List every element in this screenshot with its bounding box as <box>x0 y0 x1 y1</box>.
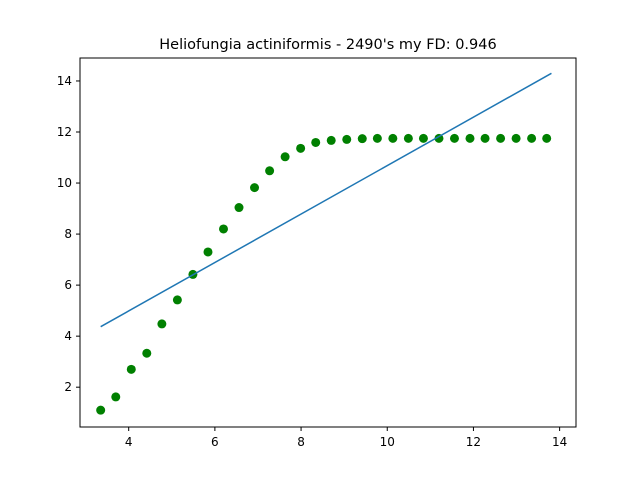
data-point <box>203 247 213 257</box>
data-point <box>250 183 260 193</box>
data-point <box>357 134 367 144</box>
data-point <box>172 295 182 305</box>
data-point <box>142 348 152 358</box>
data-point <box>418 133 428 143</box>
x-tick-label: 14 <box>552 435 567 449</box>
data-point <box>265 166 275 176</box>
data-point <box>342 134 352 144</box>
data-point <box>496 133 506 143</box>
data-point <box>372 133 382 143</box>
data-point <box>527 133 537 143</box>
data-point <box>111 392 121 402</box>
data-point <box>511 133 521 143</box>
plot-frame <box>79 57 577 428</box>
data-point <box>542 133 552 143</box>
y-tick-label: 6 <box>64 278 72 292</box>
data-point <box>234 203 244 213</box>
data-point <box>326 135 336 145</box>
chart-title: Heliofungia actiniformis - 2490's my FD:… <box>159 37 496 53</box>
y-tick-label: 2 <box>64 380 72 394</box>
data-point <box>126 364 136 374</box>
y-tick-label: 4 <box>64 329 72 343</box>
chart-marks <box>96 72 552 415</box>
y-tick-label: 10 <box>57 176 72 190</box>
x-tick-label: 6 <box>211 435 219 449</box>
fit-line <box>100 72 552 328</box>
y-tick-label: 14 <box>57 74 72 88</box>
data-point <box>96 405 106 415</box>
y-tick-label: 12 <box>57 125 72 139</box>
x-tick-label: 10 <box>380 435 395 449</box>
x-tick-label: 8 <box>297 435 305 449</box>
data-point <box>157 319 167 329</box>
chart-axes: 4 6 8 10 12 14 2 4 6 8 10 12 14 <box>57 57 577 449</box>
x-tick-label: 4 <box>125 435 133 449</box>
y-tick-label: 8 <box>64 227 72 241</box>
data-point <box>480 133 490 143</box>
data-point <box>280 152 290 162</box>
data-point <box>296 143 306 153</box>
data-point <box>403 133 413 143</box>
x-tick-label: 12 <box>466 435 481 449</box>
data-point <box>219 224 228 234</box>
data-point <box>388 133 398 143</box>
data-point <box>311 137 321 147</box>
data-point <box>465 133 475 143</box>
data-point <box>449 133 459 143</box>
